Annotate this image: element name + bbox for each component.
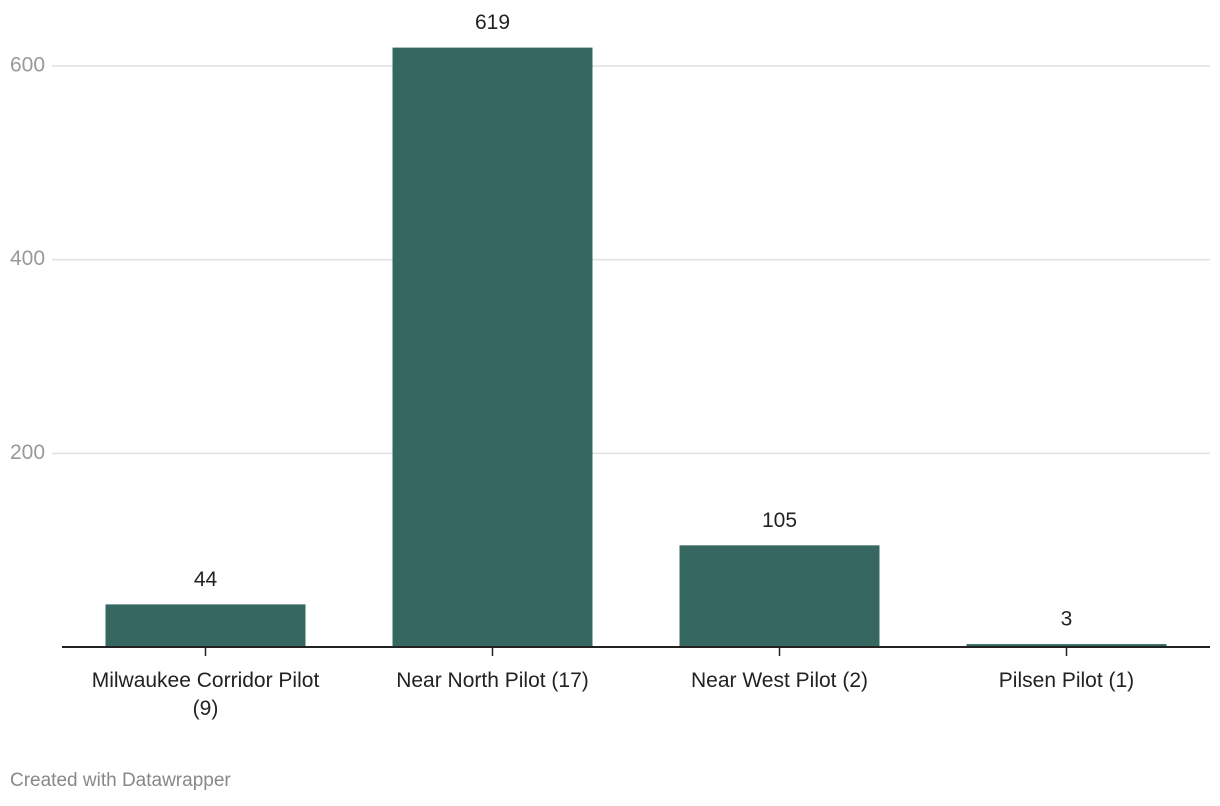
y-tick-label: 600 (10, 54, 45, 77)
value-label: 105 (762, 509, 797, 532)
x-tick-label: Milwaukee Corridor Pilot (9) (91, 669, 320, 720)
value-label: 619 (475, 11, 510, 34)
credit: Created with Datawrapper (10, 770, 231, 791)
bar (105, 604, 306, 647)
bar (679, 545, 880, 647)
tick-label-bg (6, 441, 52, 466)
bar (966, 644, 1167, 647)
tick-label-bg (6, 54, 52, 78)
x-tick-label: Near West Pilot (2) (691, 669, 868, 692)
y-tick-label: 400 (10, 247, 45, 270)
x-tick-label: Pilsen Pilot (1) (998, 669, 1135, 692)
x-tick-label: Near North Pilot (17) (396, 669, 589, 692)
value-label: 3 (1061, 608, 1073, 631)
bar (392, 47, 593, 647)
tick-label-bg (6, 247, 52, 272)
y-tick-label: 200 (10, 441, 45, 464)
value-label: 44 (194, 568, 218, 591)
